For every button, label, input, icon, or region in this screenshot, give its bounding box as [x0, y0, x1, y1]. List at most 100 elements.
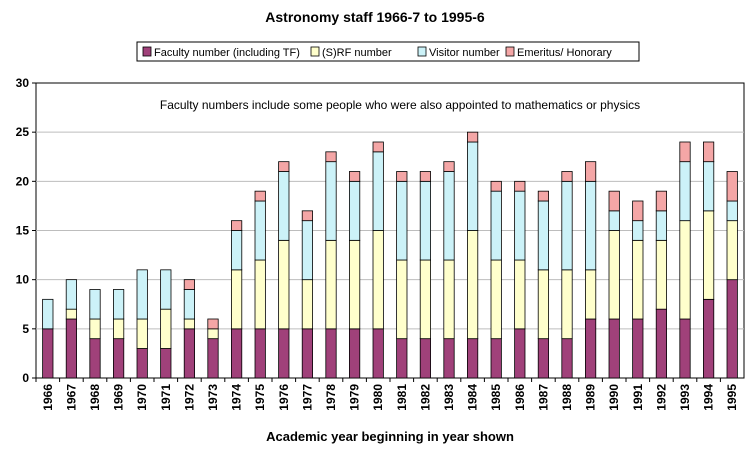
bar-segment [679, 141, 691, 163]
bar-segment [467, 131, 479, 143]
x-tick-label: 1978 [324, 384, 338, 411]
bar-segment [160, 269, 172, 310]
x-tick-label: 1975 [253, 384, 267, 411]
bar-segment [254, 190, 266, 202]
bar-segment [419, 259, 431, 340]
bar-segment [443, 171, 455, 261]
bar-segment [113, 318, 125, 340]
x-axis: 1966 1967 1968 1969 1970 1971 1972 1973 1974 1975… [35, 378, 739, 411]
x-tick-label: 1995 [725, 384, 739, 411]
legend-swatch [310, 46, 320, 57]
x-tick-label: 1966 [41, 384, 55, 411]
bar-segment [561, 180, 573, 271]
bar-segment [443, 338, 455, 379]
x-tick-label: 1993 [678, 384, 692, 411]
bar-segment [183, 328, 195, 379]
bar-segment [655, 190, 667, 212]
x-tick-label: 1991 [631, 384, 645, 411]
bar-segment [632, 200, 644, 222]
bar-segment [207, 338, 219, 379]
bars [42, 131, 738, 379]
chart-annotation: Faculty numbers include some people who … [160, 98, 640, 112]
bar-segment [655, 210, 667, 241]
legend-swatch [505, 46, 515, 57]
x-tick-label: 1982 [418, 384, 432, 411]
bar-segment [42, 298, 54, 330]
bar-segment [113, 289, 125, 320]
bar-segment [278, 161, 290, 172]
bar-segment [254, 200, 266, 261]
x-tick-label: 1979 [348, 384, 362, 411]
bar-segment [679, 161, 691, 222]
bar-segment [490, 180, 502, 192]
bar-segment [490, 259, 502, 340]
bar-segment [42, 328, 54, 379]
legend-swatch [142, 46, 152, 57]
bar-segment [537, 200, 549, 271]
x-tick-label: 1992 [654, 384, 668, 411]
bar-segment [726, 171, 738, 202]
bar-segment [325, 151, 337, 163]
bar-segment [65, 308, 77, 320]
x-tick-label: 1983 [442, 384, 456, 411]
bar-segment [254, 259, 266, 330]
bar-segment [537, 269, 549, 340]
bar-segment [278, 328, 290, 379]
x-tick-label: 1974 [230, 384, 244, 411]
bar-segment [703, 298, 715, 379]
bar-segment [514, 190, 526, 261]
bar-segment [325, 328, 337, 379]
bar-segment [349, 171, 361, 182]
bar-segment [231, 269, 243, 330]
bar-segment [632, 318, 644, 379]
legend-entry: (S)RF number [322, 47, 392, 59]
bar-segment [490, 190, 502, 261]
bar-segment [585, 180, 597, 271]
bar-segment [301, 279, 313, 330]
bar-segment [608, 190, 620, 212]
bar-segment [160, 308, 172, 349]
legend-entry: Visitor number [429, 47, 500, 59]
x-axis-label: Academic year beginning in year shown [266, 429, 514, 444]
bar-segment [372, 151, 384, 231]
bar-segment [183, 289, 195, 320]
x-tick-label: 1987 [536, 384, 550, 411]
x-tick-label: 1973 [206, 384, 220, 411]
bar-segment [396, 171, 408, 182]
bar-segment [655, 239, 667, 310]
bar-segment [419, 338, 431, 379]
y-tick-label: 25 [16, 125, 30, 139]
bar-segment [349, 239, 361, 330]
bar-segment [136, 348, 148, 379]
bar-segment [372, 230, 384, 330]
bar-segment [278, 171, 290, 241]
y-tick-label: 15 [16, 224, 30, 238]
bar-segment [703, 141, 715, 163]
bar-segment [396, 259, 408, 340]
y-tick-label: 10 [16, 273, 30, 287]
bar-segment [514, 328, 526, 379]
bar-segment [726, 279, 738, 379]
bar-segment [703, 210, 715, 300]
x-tick-label: 1986 [513, 384, 527, 411]
x-tick-label: 1977 [300, 384, 314, 411]
y-tick-label: 5 [22, 322, 29, 336]
bar-segment [136, 318, 148, 349]
bar-segment [490, 338, 502, 379]
bar-segment [608, 210, 620, 231]
bar-segment [231, 230, 243, 271]
bar-segment [632, 239, 644, 320]
bar-segment [396, 180, 408, 261]
bar-segment [585, 161, 597, 182]
bar-segment [372, 141, 384, 153]
bar-segment [703, 161, 715, 212]
bar-segment [537, 338, 549, 379]
x-tick-label: 1971 [159, 384, 173, 411]
bar-segment [113, 338, 125, 379]
bar-segment [183, 279, 195, 290]
y-tick-label: 20 [16, 174, 30, 188]
bar-segment [160, 348, 172, 379]
x-tick-label: 1968 [88, 384, 102, 411]
bar-segment [278, 239, 290, 330]
x-tick-label: 1994 [702, 384, 716, 411]
